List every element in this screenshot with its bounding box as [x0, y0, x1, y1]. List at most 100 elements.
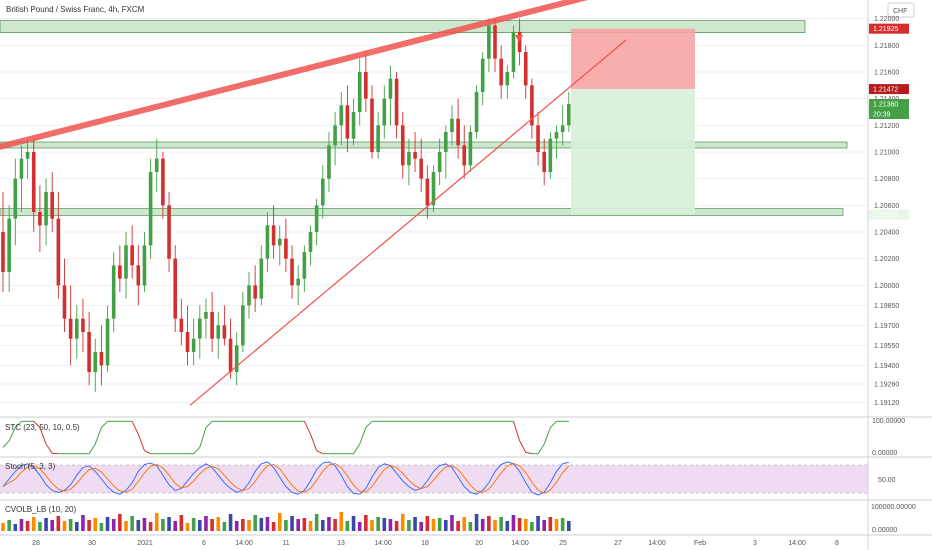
candle-body: [376, 125, 380, 152]
candle-body: [450, 118, 454, 132]
stoch-indicator: [2, 461, 570, 496]
candle-body: [87, 332, 91, 372]
volume-bar: [111, 519, 116, 531]
candle-body: [277, 238, 282, 246]
stc-segment: [543, 427, 551, 445]
candle-body: [444, 132, 448, 152]
volume-bar: [419, 522, 423, 531]
stc-segment: [14, 420, 22, 428]
price-tags: 1.21925 1.21472 1.21360 20:39 1.20531: [869, 23, 909, 220]
stc-segment: [131, 421, 139, 435]
time-axis-label: 27: [614, 540, 622, 547]
upper-trendline[interactable]: [0, 0, 602, 150]
candle-body: [118, 265, 122, 279]
candle-body: [480, 58, 485, 92]
cvol-axis-bottom: 0.00000: [872, 527, 897, 534]
volume-bar: [437, 518, 442, 531]
time-axis-label: 20: [475, 540, 483, 547]
stc-segment: [359, 427, 367, 445]
volume-bar: [7, 520, 11, 531]
candle-body: [1, 232, 5, 272]
volume-bar: [179, 515, 184, 531]
stc-segment: [525, 451, 533, 455]
candle-body: [93, 352, 98, 372]
candle-body: [13, 178, 18, 219]
volume-bar: [31, 517, 36, 531]
candle-body: [560, 125, 565, 132]
stoch-axis-mid: 50.00: [878, 477, 896, 484]
price-tag: [869, 84, 909, 95]
candle-body: [179, 318, 184, 332]
currency-badge[interactable]: [887, 2, 915, 18]
candle-body: [228, 338, 233, 372]
candle-body: [370, 98, 374, 152]
stc-segment: [537, 443, 545, 454]
stc-segment: [8, 427, 16, 442]
stc-segment: [316, 450, 324, 455]
volume-bar: [511, 515, 516, 531]
candle-body: [493, 25, 497, 59]
time-axis-label: 11: [282, 540, 289, 547]
price-tick-label: 1.22000: [874, 16, 899, 23]
volume-bar: [173, 521, 177, 531]
volume-bar: [462, 517, 467, 531]
candle-body: [523, 52, 528, 86]
candle-body: [567, 104, 571, 126]
candle-body: [216, 325, 221, 339]
candle-body: [247, 285, 251, 306]
volume-bar: [333, 519, 337, 531]
candle-body: [357, 72, 362, 112]
price-tag-label: 1.21925: [873, 26, 898, 33]
candle-body: [425, 178, 430, 206]
volume-bar: [234, 521, 239, 531]
time-axis-label: 18: [421, 540, 429, 547]
price-tag: [869, 23, 909, 34]
candle-body: [413, 152, 417, 159]
candle-body: [487, 25, 491, 59]
mid-support-zone[interactable]: [0, 141, 848, 149]
time-axis-label: 14:00: [648, 540, 666, 547]
volume-bar: [351, 516, 356, 531]
volume-bar: [394, 521, 399, 531]
volume-bar: [259, 518, 264, 531]
candle-body: [167, 205, 171, 259]
stc-axis-bottom: 0.00000: [872, 450, 897, 457]
price-tick-label: 1.20400: [874, 230, 899, 237]
stop-loss-box[interactable]: [571, 28, 695, 90]
stc-segment: [94, 427, 102, 445]
candle-body: [536, 125, 540, 152]
candle-body: [234, 345, 239, 372]
candle-body: [284, 238, 288, 259]
volume-bar: [87, 520, 91, 531]
candle-body: [517, 32, 522, 52]
volume-bar: [136, 520, 141, 531]
volume-bar: [44, 518, 48, 531]
price-tag-label: 1.21360: [873, 102, 898, 109]
price-tag: [869, 209, 909, 220]
volume-bars: [1, 512, 571, 531]
time-axis-label: 25: [559, 540, 567, 547]
candle-body: [62, 285, 67, 319]
candle-body: [554, 132, 559, 139]
candle-body: [462, 145, 467, 166]
price-tick-label: 1.21600: [874, 70, 899, 77]
volume-bar: [271, 522, 276, 531]
take-profit-box[interactable]: [571, 89, 695, 215]
candle-body: [25, 152, 30, 159]
volume-bar: [364, 515, 368, 531]
candle-body: [511, 32, 516, 72]
candle-body: [290, 258, 294, 286]
volume-bar: [302, 518, 307, 531]
volume-bar: [81, 515, 85, 531]
rising-trendline[interactable]: [189, 39, 627, 406]
volume-bar: [222, 522, 227, 531]
stc-segment: [137, 434, 145, 451]
price-tick-label: 1.21000: [874, 150, 899, 157]
candle-body: [394, 78, 399, 126]
volume-bar: [161, 519, 165, 531]
volume-bar: [444, 520, 448, 531]
stc-segment: [353, 443, 361, 454]
down-arrow-icon: [515, 35, 523, 42]
volume-bar: [284, 520, 288, 531]
